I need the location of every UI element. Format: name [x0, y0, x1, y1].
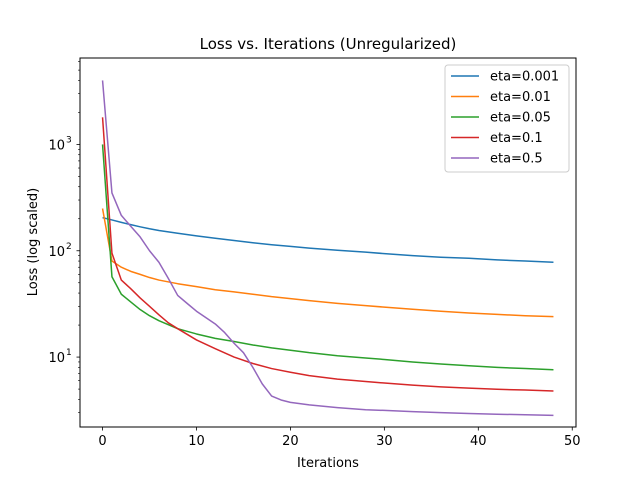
series-layer	[101, 80, 554, 417]
series-line-2	[101, 208, 554, 318]
x-tick-label: 20	[282, 434, 299, 449]
series-line-1	[102, 216, 554, 263]
x-tick-label: 0	[98, 434, 106, 449]
chart-title: Loss vs. Iterations (Unregularized)	[200, 35, 457, 53]
series-line-4	[101, 117, 554, 392]
y-tick-label: 10	[48, 351, 65, 366]
legend: eta=0.001 eta=0.01 eta=0.05 eta=0.1 eta=0.5	[444, 64, 570, 173]
x-tick-label: 30	[376, 434, 393, 449]
x-axis-ticks: 0 10 20 30 40 50	[98, 427, 581, 449]
legend-label-4: eta=0.1	[490, 131, 543, 146]
plot-frame	[79, 57, 577, 428]
x-tick-label: 10	[188, 434, 205, 449]
y-tick-exponent: 3	[66, 135, 72, 145]
y-tick-label: 10	[48, 138, 65, 153]
legend-label-1: eta=0.001	[490, 70, 559, 85]
series-line-3	[101, 144, 554, 371]
legend-label-3: eta=0.05	[490, 111, 551, 126]
legend-label-5: eta=0.5	[490, 152, 543, 167]
y-tick-exponent: 1	[66, 348, 72, 358]
legend-box	[444, 64, 570, 173]
legend-label-2: eta=0.01	[490, 90, 551, 105]
y-axis-label: Loss (log scaled)	[26, 188, 41, 297]
x-tick-label: 50	[564, 434, 581, 449]
y-tick-exponent: 2	[66, 242, 72, 252]
x-axis-label: Iterations	[297, 456, 359, 471]
y-tick-label: 10	[48, 245, 65, 260]
series-line-5	[101, 80, 554, 417]
plot-area	[101, 80, 554, 417]
x-tick-label: 40	[470, 434, 487, 449]
